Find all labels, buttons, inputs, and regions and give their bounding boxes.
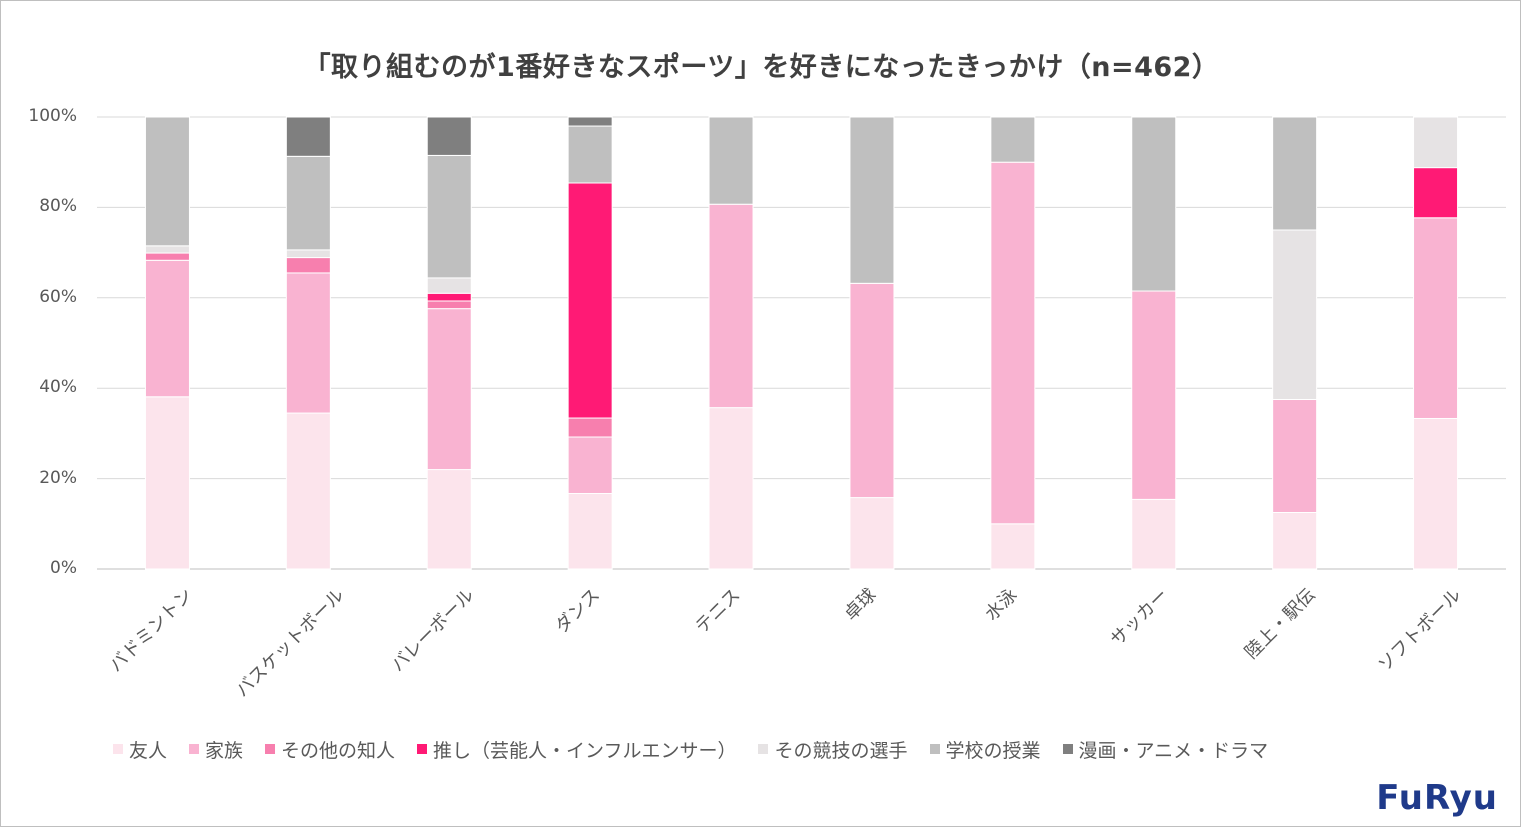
y-tick-label: 100% [28, 106, 77, 126]
bar-segment [285, 272, 331, 414]
legend-item: その他の知人 [265, 736, 395, 763]
bar-segment [567, 182, 613, 419]
legend-swatch [113, 744, 123, 754]
furyu-logo: FuRyu [1376, 778, 1498, 818]
bar-segment [426, 469, 472, 570]
y-tick-label: 40% [39, 377, 77, 398]
legend-swatch [929, 744, 940, 754]
bar-segment [1131, 290, 1177, 500]
bar-segment [708, 203, 754, 409]
bar-segment [1272, 512, 1318, 570]
y-tick-label: 80% [39, 196, 77, 217]
bar-segment [144, 116, 190, 247]
bar-segment [990, 116, 1036, 163]
legend-item: 漫画・アニメ・ドラマ [1062, 736, 1269, 763]
legend-swatch [417, 744, 428, 754]
legend-label: 漫画・アニメ・ドラマ [1078, 739, 1269, 762]
bar-segment [1272, 116, 1318, 231]
bar-segment [144, 396, 190, 570]
bar-segment [285, 155, 331, 251]
bar-segment [285, 249, 331, 259]
legend-item: 友人 [113, 736, 167, 763]
bar-segment [567, 116, 613, 127]
legend-label: その他の知人 [281, 739, 396, 762]
bar-segment [1413, 167, 1459, 219]
bar-segment [426, 277, 472, 294]
bar-segment [849, 282, 895, 499]
bar-segment [426, 292, 472, 302]
legend-item: その競技の選手 [758, 736, 908, 763]
bar-segment [144, 259, 190, 398]
bar-segment [708, 116, 754, 205]
legend-label: 学校の授業 [945, 739, 1041, 762]
y-tick-label: 0% [50, 558, 77, 578]
y-tick-label: 20% [39, 467, 77, 488]
legend-swatch [189, 744, 200, 754]
bar-segment [1272, 399, 1318, 513]
bar-segment [285, 116, 331, 157]
legend: 友人 家族 その他の知人 推し（芸能人・インフルエンサー） その競技の選手 学校の授業 漫画… [113, 736, 1290, 763]
bar-segment [426, 300, 472, 310]
legend-swatch [1062, 744, 1073, 754]
bar-segment [567, 436, 613, 495]
legend-label: 友人 [129, 739, 168, 762]
legend-swatch [265, 744, 276, 754]
bar-segment [144, 252, 190, 261]
bar-segment [567, 417, 613, 438]
bar-segment [1413, 217, 1459, 419]
bar-segment [849, 116, 895, 284]
bar-segment [849, 497, 895, 570]
bar-segment [426, 116, 472, 156]
bar-segment [426, 154, 472, 279]
bar-segment [285, 257, 331, 274]
bar-segment [1413, 417, 1459, 570]
bar-segment [990, 161, 1036, 525]
bar-segment [426, 308, 472, 471]
legend-label: 家族 [205, 739, 244, 762]
bar-segment [1131, 116, 1177, 292]
legend-item: 推し（芸能人・インフルエンサー） [417, 736, 736, 763]
bar-segment [567, 125, 613, 184]
bar-segment [567, 493, 613, 570]
legend-item: 学校の授業 [929, 736, 1041, 763]
bar-segment [144, 245, 190, 254]
bar-segment [285, 412, 331, 570]
legend-label: 推し（芸能人・インフルエンサー） [433, 739, 737, 762]
bar-segment [1131, 498, 1177, 570]
legend-label: その競技の選手 [774, 739, 908, 762]
bar-segment [1272, 229, 1318, 400]
bar-segment [708, 407, 754, 570]
legend-item: 家族 [189, 736, 243, 763]
y-tick-label: 60% [39, 286, 77, 307]
bar-segment [990, 523, 1036, 570]
legend-swatch [758, 744, 769, 754]
chart-title: 「取り組むのが1番好きなスポーツ」を好きになったきっかけ（n=462） [303, 52, 1220, 83]
bar-segment [1413, 116, 1459, 169]
